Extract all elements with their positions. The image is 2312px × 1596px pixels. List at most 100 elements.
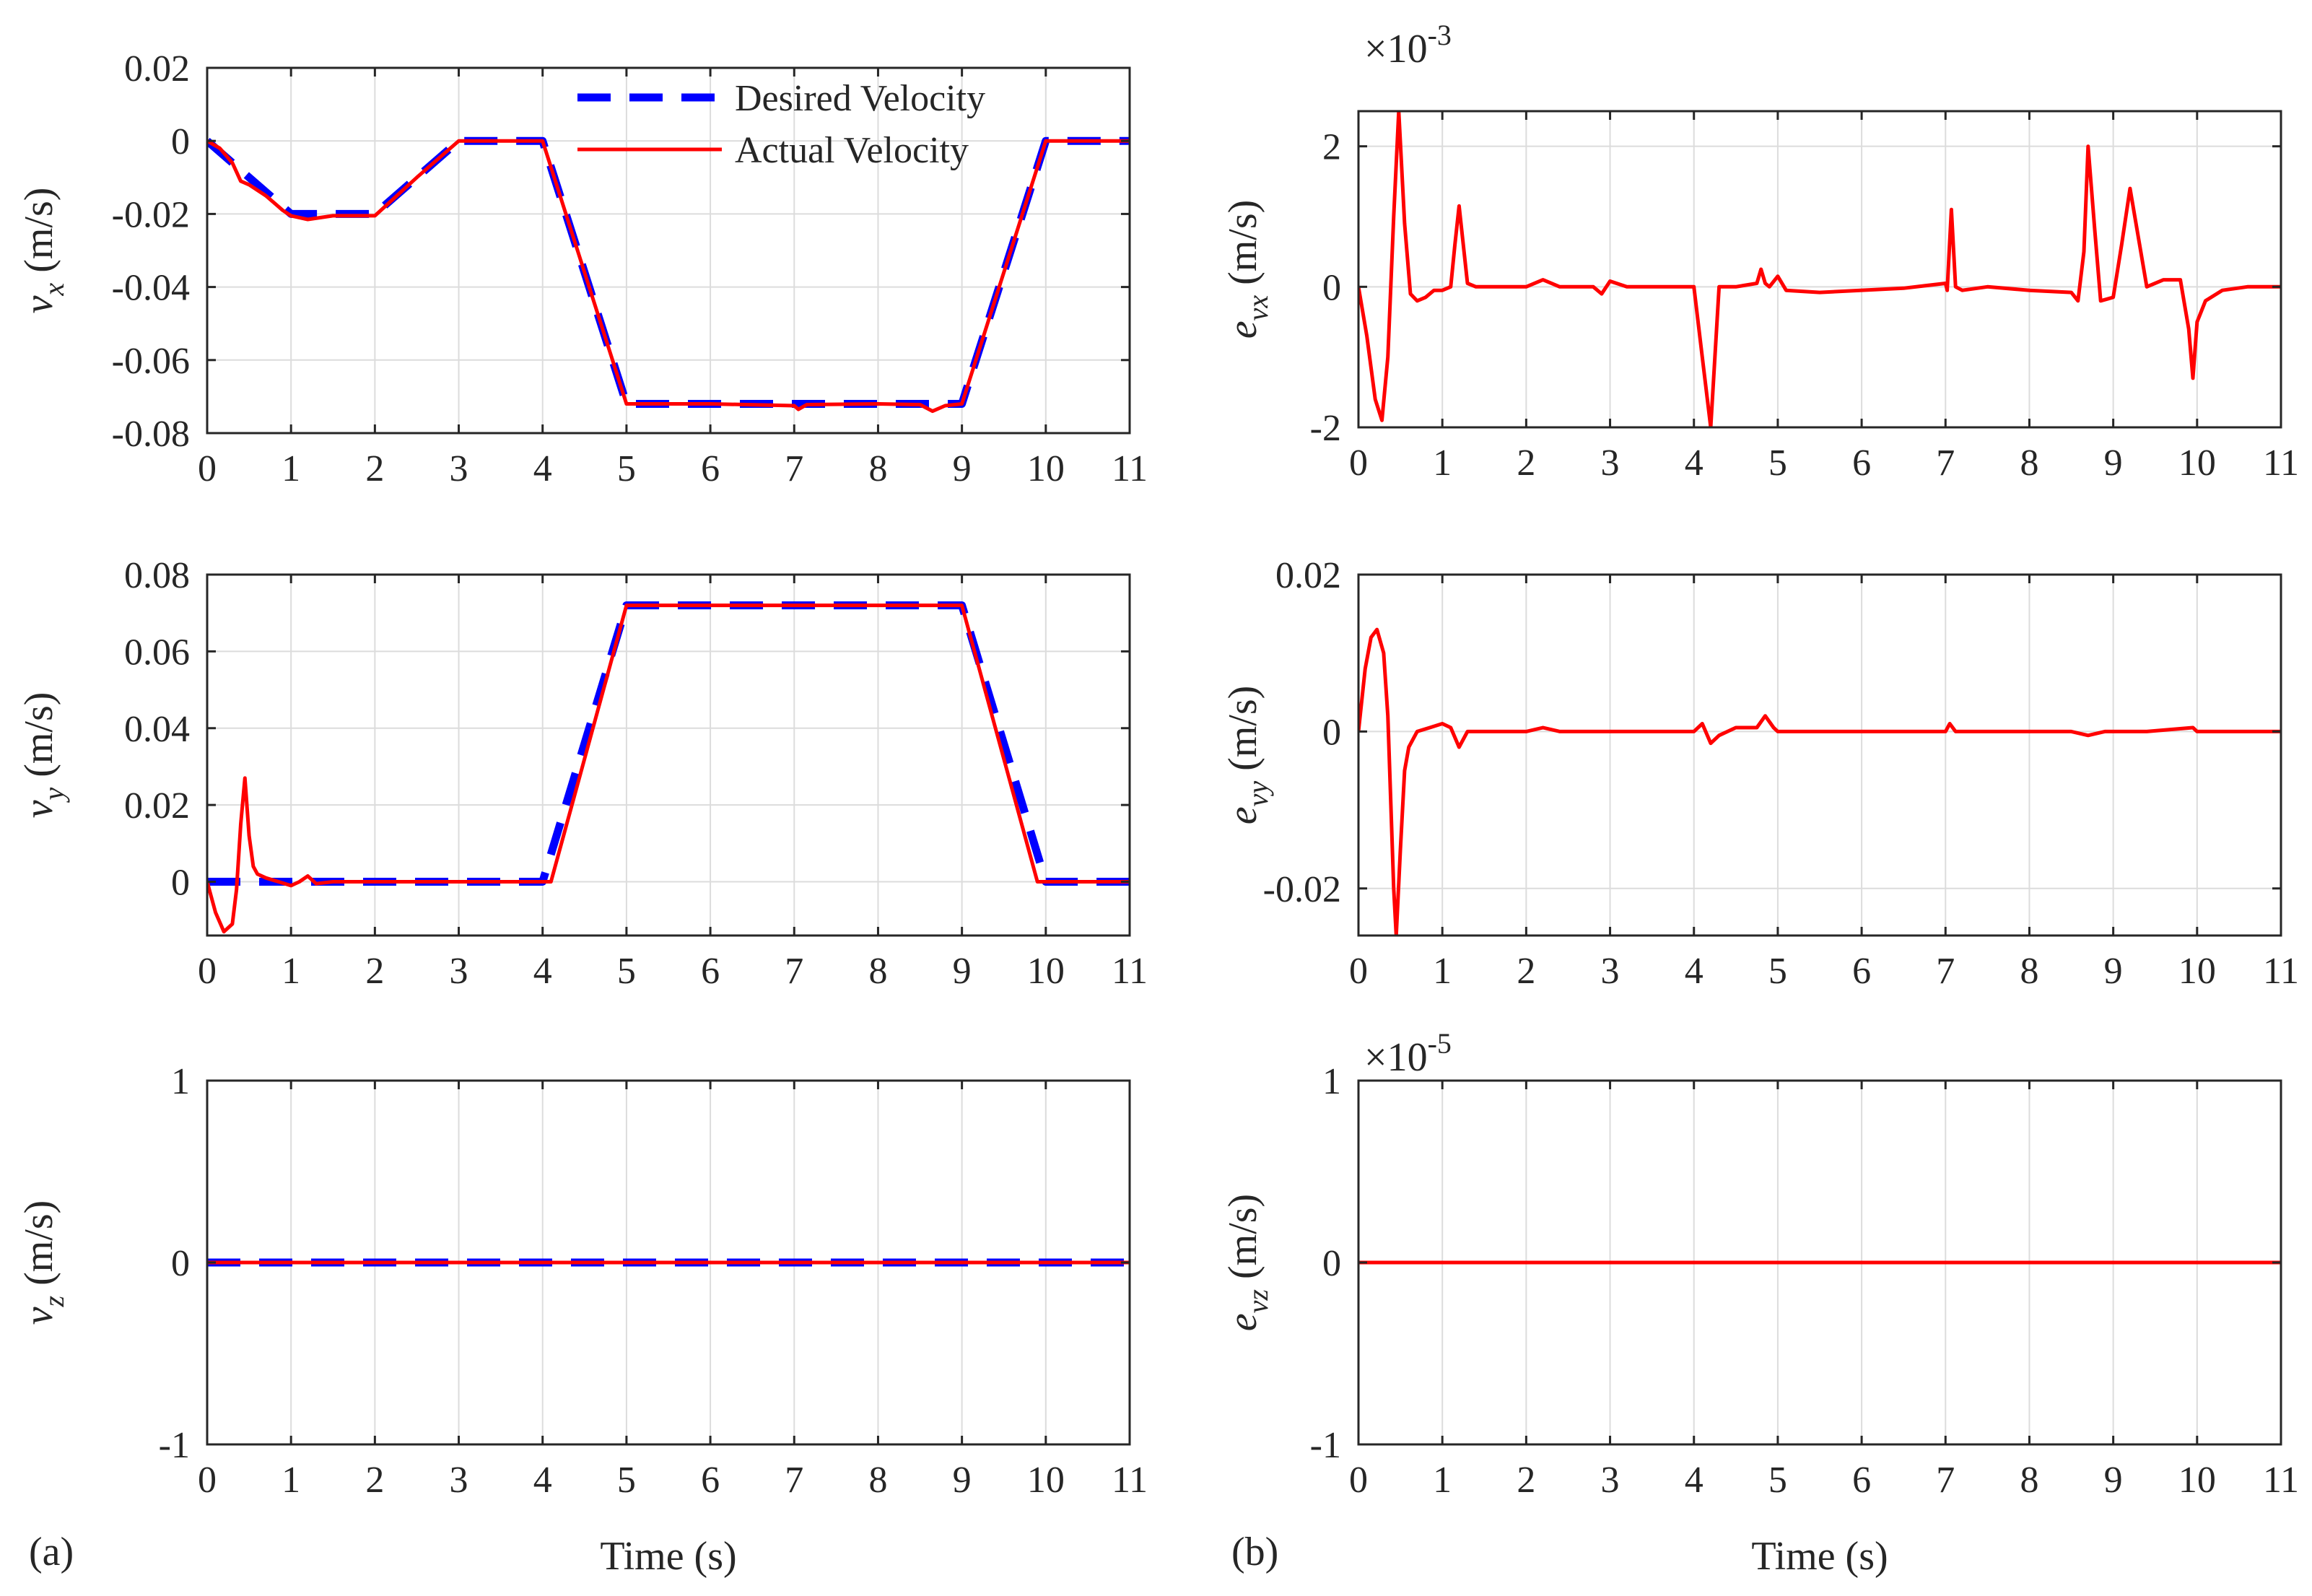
x-axis-label: Time (s) <box>1751 1534 1888 1579</box>
x-tick-label: 11 <box>2263 1460 2299 1501</box>
x-tick-label: 0 <box>1349 951 1368 992</box>
x-tick-label: 6 <box>701 1460 720 1501</box>
x-tick-label: 4 <box>533 951 552 992</box>
x-tick-label: 4 <box>1685 442 1704 484</box>
x-tick-label: 11 <box>1112 1460 1148 1501</box>
y-axis-label: vx(m/s) <box>17 188 70 314</box>
legend-label-1: Actual Velocity <box>735 130 969 171</box>
y-label-unit: (m/s) <box>1221 200 1265 285</box>
x-tick-label: 1 <box>282 1460 300 1501</box>
x-tick-label: 3 <box>450 951 468 992</box>
exponent-power: -5 <box>1428 1027 1452 1060</box>
plot-area <box>1358 575 2281 936</box>
chart-vy: 0 1 2 3 4 5 6 7 8 9 10 11 0 0.02 0.04 0.06 0.08 vy (m/s) <box>17 555 1148 992</box>
figure-canvas: 0 1 2 3 4 5 6 7 8 9 10 11-0.08-0.06-0.04-0.0200.02v… <box>0 0 2312 1596</box>
x-tick-label: 8 <box>868 951 887 992</box>
x-tick-label: 8 <box>2020 1460 2038 1501</box>
x-tick-label: 9 <box>2104 442 2123 484</box>
x-tick-label: 6 <box>1852 1460 1871 1501</box>
y-label-subscript: vx <box>1242 295 1274 321</box>
y-tick-label: -1 <box>1310 1425 1341 1466</box>
x-tick-label: 2 <box>365 1460 384 1501</box>
x-tick-label: 5 <box>1768 442 1787 484</box>
y-label-unit: (m/s) <box>17 1200 61 1286</box>
y-tick-label: 0 <box>171 1243 190 1284</box>
x-tick-label: 1 <box>1433 1460 1452 1501</box>
x-tick-label: 10 <box>2178 442 2216 484</box>
x-tick-label: 11 <box>1112 448 1148 489</box>
x-tick-label: 7 <box>785 1460 803 1501</box>
y-axis-label: evx (m/s) <box>1221 200 1274 339</box>
y-axis-label: evy (m/s) <box>1221 686 1274 825</box>
y-tick-label: -0.02 <box>1263 869 1341 910</box>
y-tick-label: 0.04 <box>124 709 190 750</box>
x-tick-label: 5 <box>1768 951 1787 992</box>
y-tick-label: 0.02 <box>124 48 190 90</box>
legend-label-0: Desired Velocity <box>735 78 985 119</box>
y-tick-label: 0.06 <box>124 632 190 673</box>
x-tick-label: 1 <box>282 951 300 992</box>
x-tick-label: 11 <box>2263 442 2299 484</box>
x-tick-label: 3 <box>450 448 468 489</box>
x-tick-label: 0 <box>1349 442 1368 484</box>
y-tick-label: -1 <box>159 1425 190 1466</box>
x-tick-label: 9 <box>953 1460 972 1501</box>
x-tick-label: 9 <box>953 951 972 992</box>
x-tick-label: 2 <box>1517 1460 1535 1501</box>
x-tick-label: 11 <box>2263 951 2299 992</box>
x-tick-label: 4 <box>1685 1460 1704 1501</box>
x-tick-label: 1 <box>1433 442 1452 484</box>
figure-label-a: (a) <box>29 1530 74 1574</box>
x-tick-label: 8 <box>2020 951 2038 992</box>
x-tick-label: 3 <box>1601 951 1620 992</box>
x-tick-label: 0 <box>1349 1460 1368 1501</box>
x-tick-label: 0 <box>198 448 217 489</box>
y-tick-label: 2 <box>1322 127 1341 168</box>
exponent-label: ×10-5 <box>1364 1027 1452 1080</box>
x-tick-label: 2 <box>365 448 384 489</box>
x-tick-label: 6 <box>701 951 720 992</box>
x-tick-label: 9 <box>953 448 972 489</box>
y-tick-label: 0.08 <box>124 555 190 596</box>
x-tick-label: 10 <box>2178 1460 2216 1501</box>
y-tick-label: -2 <box>1310 408 1341 449</box>
exponent-label: ×10-3 <box>1364 19 1452 71</box>
x-tick-label: 1 <box>282 448 300 489</box>
y-tick-label: 1 <box>1322 1061 1341 1102</box>
y-axis-label: vy (m/s) <box>17 692 70 819</box>
x-tick-label: 2 <box>1517 442 1535 484</box>
x-tick-label: 0 <box>198 951 217 992</box>
figure-label-b: (b) <box>1231 1530 1278 1574</box>
y-tick-label: -0.08 <box>112 414 190 455</box>
y-tick-label: 0 <box>171 863 190 904</box>
y-tick-label: 0 <box>171 121 190 162</box>
x-tick-label: 5 <box>1768 1460 1787 1501</box>
exponent-base: ×10 <box>1364 27 1428 71</box>
y-label-symbol: e <box>1221 1313 1265 1331</box>
y-axis-label: vz (m/s) <box>17 1200 70 1325</box>
y-label-unit: (m/s) <box>17 692 61 777</box>
x-tick-label: 10 <box>2178 951 2216 992</box>
y-label-subscript: y <box>38 788 70 803</box>
x-tick-label: 4 <box>533 448 552 489</box>
x-tick-label: 7 <box>1936 951 1955 992</box>
x-tick-label: 4 <box>533 1460 552 1501</box>
y-tick-label: 0.02 <box>1275 555 1341 596</box>
x-tick-label: 8 <box>868 1460 887 1501</box>
x-tick-label: 0 <box>198 1460 217 1501</box>
x-tick-label: 9 <box>2104 1460 2123 1501</box>
chart-vx: 0 1 2 3 4 5 6 7 8 9 10 11 -0.08 -0.06 -0.04 -0.02 0 0.02 v… <box>17 48 1148 489</box>
y-label-subscript: z <box>38 1295 70 1307</box>
x-tick-label: 5 <box>617 1460 636 1501</box>
x-tick-label: 11 <box>1112 951 1148 992</box>
x-tick-label: 5 <box>617 951 636 992</box>
y-label-subscript: vz <box>1242 1289 1274 1314</box>
x-tick-label: 3 <box>1601 1460 1620 1501</box>
y-tick-label: 0.02 <box>124 785 190 827</box>
y-tick-label: -0.06 <box>112 341 190 382</box>
x-tick-label: 4 <box>1685 951 1704 992</box>
plot-area <box>207 68 1130 433</box>
y-label-symbol: e <box>1221 806 1265 824</box>
